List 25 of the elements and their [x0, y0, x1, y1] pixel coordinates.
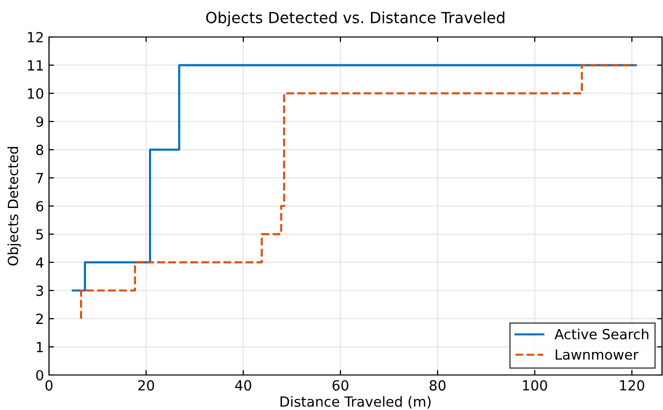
y-tick-label: 12	[28, 32, 43, 42]
y-axis-title: Objects Detected	[7, 146, 21, 266]
y-tick-label: 4	[36, 257, 44, 268]
x-tick-label: 20	[138, 380, 154, 391]
x-tick-label: 60	[332, 380, 348, 391]
chart-title: Objects Detected vs. Distance Traveled	[206, 12, 504, 26]
y-tick-label: 1	[36, 342, 43, 352]
y-tick-label: 9	[36, 116, 44, 127]
y-tick-label: 8	[36, 144, 44, 156]
x-axis-title: Distance Traveled (m)	[280, 396, 431, 408]
x-tick-label: 120	[620, 380, 644, 391]
x-tick-label: 0	[45, 380, 52, 391]
y-tick-label: 10	[28, 88, 44, 99]
y-tick-label: 0	[36, 370, 44, 380]
y-tick-label: 7	[36, 172, 43, 184]
legend-label: Active Search	[554, 328, 648, 340]
y-tick-label: 3	[36, 285, 44, 296]
x-tick-label: 40	[235, 380, 252, 391]
x-tick-label: 80	[430, 380, 446, 391]
y-tick-label: 11	[28, 60, 43, 70]
y-tick-label: 5	[36, 229, 43, 240]
y-tick-label: 2	[36, 314, 43, 324]
legend-label: Lawnmower	[556, 349, 638, 360]
y-tick-label: 6	[36, 200, 44, 212]
x-tick-label: 100	[523, 380, 548, 391]
